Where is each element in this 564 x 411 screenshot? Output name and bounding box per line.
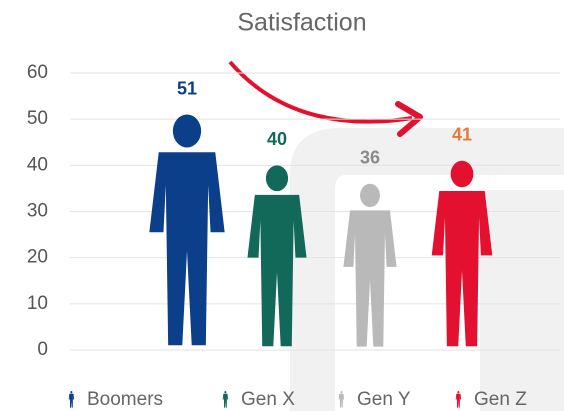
y-tick-label: 60: [27, 62, 48, 83]
figure: [343, 184, 396, 347]
y-tick-label: 50: [27, 108, 48, 129]
figure: [149, 115, 224, 346]
legend-label: Gen X: [241, 389, 295, 410]
y-tick-label: 20: [27, 247, 48, 268]
legend-icon: [339, 391, 344, 408]
value-label: 51: [177, 78, 197, 98]
legend-label: Boomers: [87, 389, 163, 410]
y-tick-label: 30: [27, 201, 48, 222]
chart: Satisfaction 0 10 20 30 40 50 60 51 40 36 41 Boomer…: [0, 0, 564, 411]
chart-title: Satisfaction: [237, 9, 366, 37]
legend-icon: [456, 391, 461, 408]
value-label: 36: [360, 148, 380, 168]
value-label: 40: [267, 129, 287, 149]
legend-icon: [69, 391, 74, 408]
arrow: [230, 62, 412, 122]
watermark: [290, 128, 564, 411]
y-tick-label: 40: [27, 154, 48, 175]
legend-icon: [223, 391, 228, 408]
legend-label: Gen Z: [474, 389, 527, 410]
legend-label: Gen Y: [357, 389, 411, 410]
y-tick-label: 0: [37, 339, 48, 360]
y-tick-label: 10: [27, 293, 48, 314]
value-label: 41: [452, 124, 472, 144]
